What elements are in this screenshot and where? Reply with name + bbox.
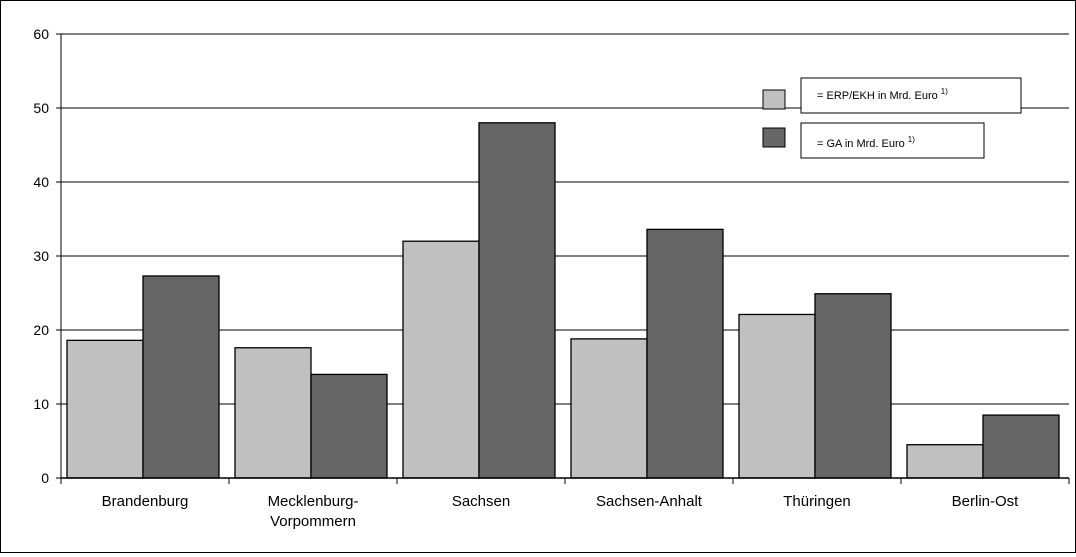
bar-erp-ekh [906,444,984,479]
x-category-label: Sachsen-Anhalt [596,493,703,510]
bar-erp-ekh [66,339,144,479]
x-category-label: Sachsen [452,493,510,510]
bar-ga [646,228,724,479]
y-tick-label: 0 [41,470,49,486]
y-tick-label: 20 [33,322,49,338]
bar-erp-ekh [402,240,480,479]
legend-label: = GA in Mrd. Euro 1) [817,135,915,150]
legend-label: = ERP/EKH in Mrd. Euro 1) [817,87,948,102]
legend-footnote: 1) [941,87,948,96]
bar-ga [814,293,892,479]
y-tick-label: 10 [33,396,49,412]
legend-footnote: 1) [908,135,915,144]
bars [66,122,1060,479]
x-category-label: Berlin-Ost [952,493,1020,510]
bar-erp-ekh [738,313,816,479]
category-labels: Brandenburg Mecklenburg-Vorpommern Sachsen… [102,493,1020,530]
bar-ga [142,275,220,479]
y-tick-labels: 0 10 20 30 40 50 60 [33,26,49,486]
legend-swatch [762,127,786,148]
bar-ga [982,414,1060,479]
legend: = ERP/EKH in Mrd. Euro 1) = GA in Mrd. Eu… [762,77,1022,159]
legend-swatch [762,89,786,110]
bar-erp-ekh [570,338,648,479]
x-category-label: Mecklenburg-Vorpommern [268,493,359,530]
axes [56,33,1070,484]
y-tick-label: 60 [33,26,49,42]
gridlines [61,33,1069,405]
legend-box [800,77,1022,114]
x-category-label: Brandenburg [102,493,189,510]
y-tick-label: 50 [33,100,49,116]
y-tick-label: 30 [33,248,49,264]
x-category-label: Thüringen [783,493,851,510]
bar-erp-ekh [234,347,312,479]
y-tick-label: 40 [33,174,49,190]
legend-box [800,122,985,159]
bar-ga [310,373,388,479]
bar-ga [478,122,556,479]
